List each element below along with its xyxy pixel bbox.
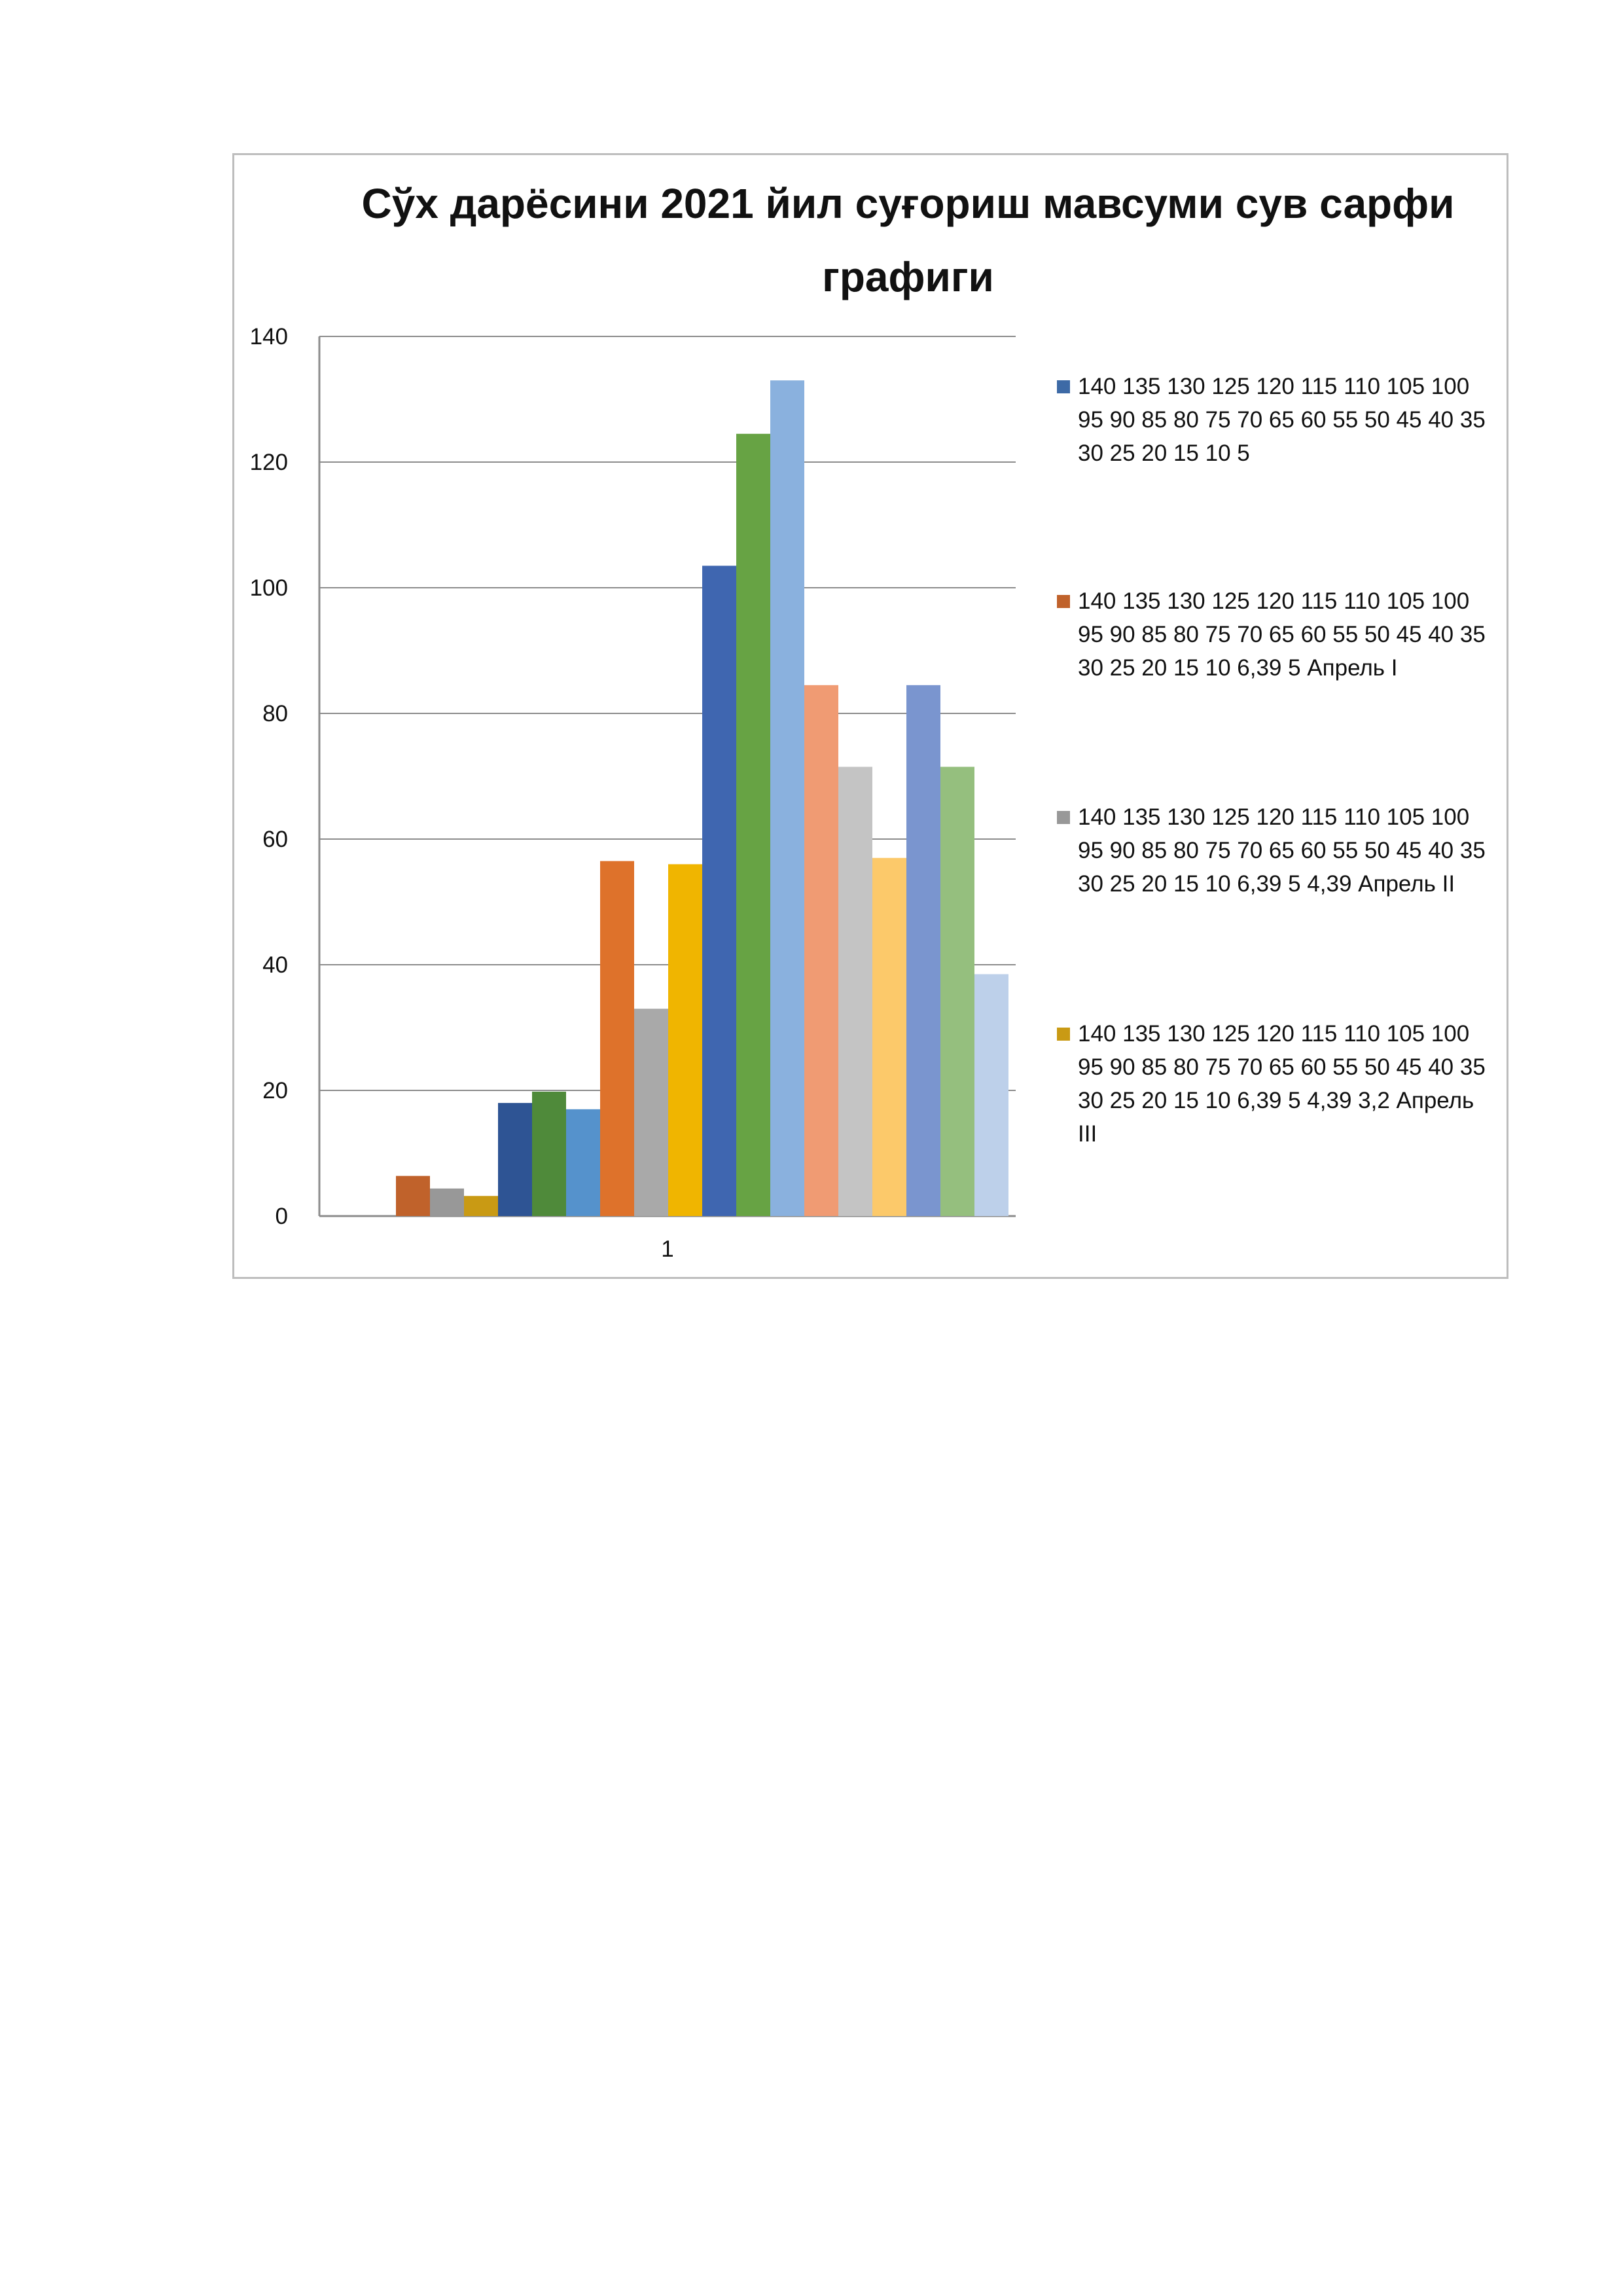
- legend-label: 140 135 130 125 120 115 110 105 100 95 9…: [1078, 1021, 1486, 1147]
- bar: [634, 1009, 668, 1216]
- bar: [736, 433, 770, 1216]
- bar: [804, 685, 838, 1216]
- y-tick-label: 80: [262, 701, 288, 726]
- legend-label: 140 135 130 125 120 115 110 105 100 95 9…: [1078, 374, 1486, 466]
- x-tick-label: 1: [661, 1236, 673, 1262]
- legend-swatch: [1057, 811, 1070, 824]
- y-tick-label: 140: [250, 324, 288, 350]
- bar: [702, 565, 736, 1216]
- y-tick-label: 60: [262, 827, 288, 852]
- legend-label: 140 135 130 125 120 115 110 105 100 95 9…: [1078, 588, 1486, 681]
- bar: [464, 1196, 498, 1216]
- bar: [430, 1188, 464, 1216]
- bars: [396, 380, 1008, 1217]
- y-tick-label: 20: [262, 1078, 288, 1103]
- y-tick-labels: 0 20 40 60 80 100 120 140: [250, 324, 288, 1229]
- bar: [838, 766, 872, 1216]
- bar: [974, 974, 1008, 1216]
- legend-label: 140 135 130 125 120 115 110 105 100 95 9…: [1078, 804, 1486, 897]
- bar: [532, 1091, 566, 1216]
- bar: [566, 1109, 600, 1216]
- bar: [872, 857, 906, 1216]
- bar: [668, 864, 702, 1216]
- bar: [770, 380, 804, 1217]
- y-tick-label: 0: [276, 1204, 288, 1229]
- bar: [498, 1103, 532, 1216]
- bar: [906, 685, 940, 1216]
- bar: [396, 1175, 430, 1216]
- legend-swatch: [1057, 380, 1070, 393]
- bar: [600, 861, 634, 1216]
- y-tick-label: 120: [250, 450, 288, 475]
- y-tick-label: 100: [250, 575, 288, 601]
- y-tick-label: 40: [262, 952, 288, 978]
- legend-swatch: [1057, 1028, 1070, 1041]
- legend-swatch: [1057, 595, 1070, 608]
- chart-title: Сўх дарёсини 2021 йил суғориш мавсуми су…: [361, 180, 1455, 300]
- bar: [940, 766, 974, 1216]
- x-tick-labels: 1: [661, 1236, 673, 1262]
